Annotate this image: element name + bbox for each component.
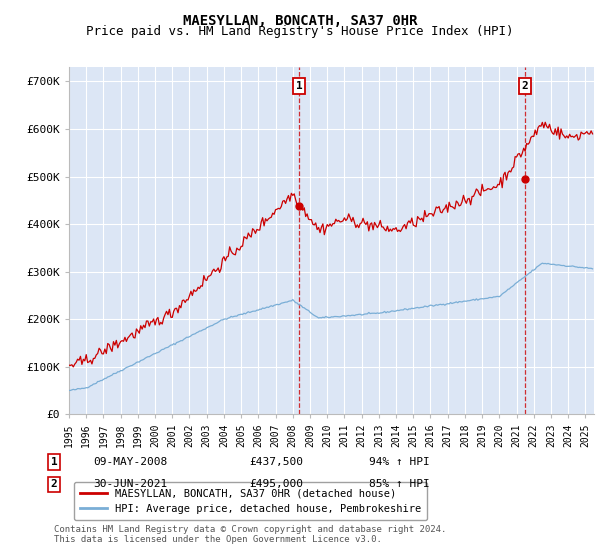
Text: £437,500: £437,500 bbox=[249, 457, 303, 467]
Text: 2: 2 bbox=[522, 81, 529, 91]
Legend: MAESYLLAN, BONCATH, SA37 0HR (detached house), HPI: Average price, detached hous: MAESYLLAN, BONCATH, SA37 0HR (detached h… bbox=[74, 482, 427, 520]
Text: 1: 1 bbox=[296, 81, 302, 91]
Text: £495,000: £495,000 bbox=[249, 479, 303, 489]
Text: 1: 1 bbox=[50, 457, 58, 467]
Text: 2: 2 bbox=[50, 479, 58, 489]
Text: 85% ↑ HPI: 85% ↑ HPI bbox=[369, 479, 430, 489]
Text: MAESYLLAN, BONCATH, SA37 0HR: MAESYLLAN, BONCATH, SA37 0HR bbox=[183, 14, 417, 28]
Text: 30-JUN-2021: 30-JUN-2021 bbox=[93, 479, 167, 489]
Text: Price paid vs. HM Land Registry's House Price Index (HPI): Price paid vs. HM Land Registry's House … bbox=[86, 25, 514, 38]
Text: Contains HM Land Registry data © Crown copyright and database right 2024.
This d: Contains HM Land Registry data © Crown c… bbox=[54, 525, 446, 544]
Text: 94% ↑ HPI: 94% ↑ HPI bbox=[369, 457, 430, 467]
Text: 09-MAY-2008: 09-MAY-2008 bbox=[93, 457, 167, 467]
